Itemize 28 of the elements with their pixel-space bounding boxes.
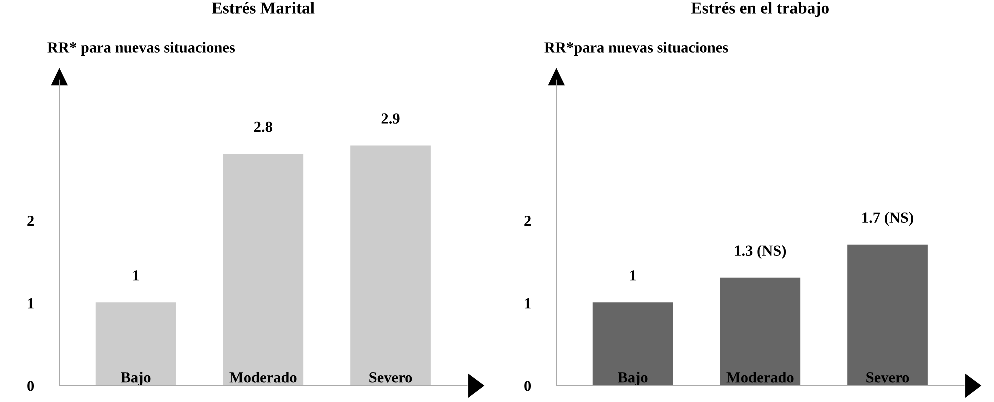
- y-tick-label: 0: [524, 381, 532, 392]
- y-tick-label: 2: [28, 216, 34, 226]
- data-label: 2.8: [254, 122, 272, 132]
- x-tick-label: Bajo: [121, 372, 151, 386]
- y-axis-title: RR* para nuevas situaciones: [48, 42, 236, 56]
- data-label: 1.7 (NS): [862, 212, 914, 226]
- y-tick-label: 2: [524, 216, 531, 226]
- chart-title: Estrés en el trabajo: [691, 2, 829, 18]
- y-tick-label: 1: [28, 298, 34, 309]
- data-label: 1: [133, 270, 140, 281]
- x-tick-label: Moderado: [230, 372, 297, 383]
- bar: [350, 146, 431, 386]
- data-label: 1: [630, 270, 636, 281]
- x-tick-label: Severo: [370, 372, 412, 383]
- data-label: 2.9: [382, 114, 400, 124]
- x-tick-label: Bajo: [618, 372, 648, 386]
- bar: [223, 154, 304, 386]
- bar: [848, 244, 928, 386]
- x-tick-label: Severo: [866, 372, 910, 383]
- chart-title: Estrés Marital: [212, 2, 315, 14]
- data-label: 1.3 (NS): [735, 245, 786, 260]
- y-tick-label: 0: [28, 381, 34, 392]
- y-tick-label: 1: [525, 298, 531, 309]
- bar: [720, 278, 801, 386]
- bar: [592, 302, 674, 386]
- bar: [96, 302, 176, 386]
- x-tick-label: Moderado: [726, 372, 794, 383]
- y-axis-title: RR*para nuevas situaciones: [544, 42, 728, 56]
